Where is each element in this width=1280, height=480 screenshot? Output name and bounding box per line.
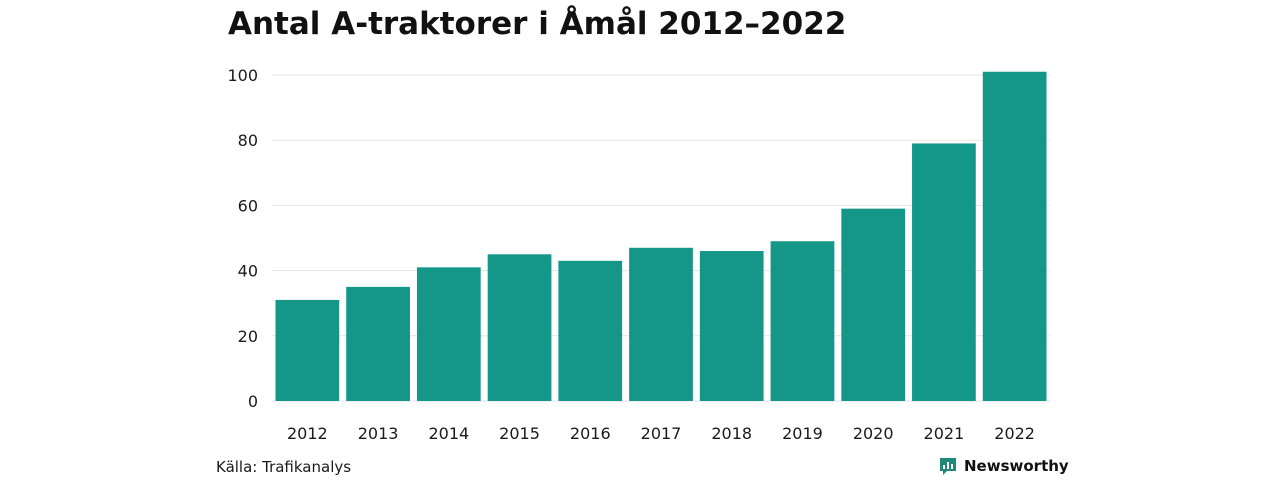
bar-2013 — [346, 286, 410, 401]
bar-2015 — [487, 254, 552, 401]
bar-2018 — [699, 251, 764, 401]
x-tick-label: 2013 — [358, 424, 399, 443]
x-tick-label: 2017 — [641, 424, 682, 443]
x-tick-label: 2018 — [711, 424, 752, 443]
x-tick-label: 2015 — [499, 424, 540, 443]
y-tick-label: 80 — [238, 131, 258, 150]
source-text: Källa: Trafikanalys — [216, 458, 352, 476]
y-tick-label: 100 — [227, 66, 258, 85]
x-tick-label: 2014 — [428, 424, 469, 443]
x-tick-label: 2016 — [570, 424, 611, 443]
bar-2022 — [982, 71, 1047, 402]
y-tick-label: 20 — [238, 327, 258, 346]
bar-2014 — [416, 267, 481, 401]
bar-2021 — [912, 143, 976, 401]
y-axis-ticks: 0 20 40 60 80 100 — [227, 66, 258, 411]
chart-title: Antal A-traktorer i Åmål 2012–2022 — [228, 6, 847, 42]
newsworthy-logo-icon — [940, 458, 956, 475]
y-tick-label: 60 — [238, 196, 258, 215]
bars — [275, 71, 1047, 402]
brand-logo: Newsworthy — [938, 456, 1069, 476]
bar-2017 — [629, 247, 693, 401]
x-axis-ticks: 2012 2013 2014 2015 2016 2017 2018 2019 2020 2021… — [287, 424, 1035, 443]
x-tick-label: 2012 — [287, 424, 328, 443]
y-tick-label: 0 — [248, 392, 258, 411]
x-tick-label: 2020 — [853, 424, 894, 443]
bar-2016 — [558, 260, 623, 401]
x-tick-label: 2022 — [994, 424, 1035, 443]
brand-name: Newsworthy — [964, 457, 1069, 475]
bar-2019 — [770, 241, 835, 401]
x-tick-label: 2019 — [782, 424, 823, 443]
bar-2012 — [275, 299, 340, 401]
bar-2020 — [841, 208, 906, 401]
y-tick-label: 40 — [238, 262, 258, 281]
x-tick-label: 2021 — [924, 424, 965, 443]
